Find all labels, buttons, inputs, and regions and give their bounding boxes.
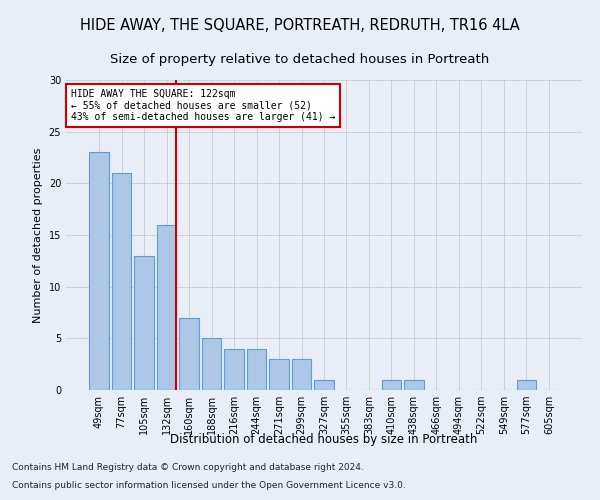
- Bar: [89, 152, 109, 390]
- Text: HIDE AWAY THE SQUARE: 122sqm
← 55% of detached houses are smaller (52)
43% of se: HIDE AWAY THE SQUARE: 122sqm ← 55% of de…: [71, 90, 335, 122]
- Bar: [517, 380, 536, 390]
- Text: HIDE AWAY, THE SQUARE, PORTREATH, REDRUTH, TR16 4LA: HIDE AWAY, THE SQUARE, PORTREATH, REDRUT…: [80, 18, 520, 32]
- Bar: [112, 173, 131, 390]
- Bar: [382, 380, 401, 390]
- Text: Contains HM Land Registry data © Crown copyright and database right 2024.: Contains HM Land Registry data © Crown c…: [12, 464, 364, 472]
- Bar: [224, 348, 244, 390]
- Text: Contains public sector information licensed under the Open Government Licence v3: Contains public sector information licen…: [12, 481, 406, 490]
- Text: Size of property relative to detached houses in Portreath: Size of property relative to detached ho…: [110, 52, 490, 66]
- Bar: [269, 359, 289, 390]
- Bar: [292, 359, 311, 390]
- Bar: [314, 380, 334, 390]
- Bar: [404, 380, 424, 390]
- Bar: [247, 348, 266, 390]
- Bar: [157, 224, 176, 390]
- Y-axis label: Number of detached properties: Number of detached properties: [33, 148, 43, 322]
- Bar: [134, 256, 154, 390]
- Text: Distribution of detached houses by size in Portreath: Distribution of detached houses by size …: [170, 432, 478, 446]
- Bar: [179, 318, 199, 390]
- Bar: [202, 338, 221, 390]
